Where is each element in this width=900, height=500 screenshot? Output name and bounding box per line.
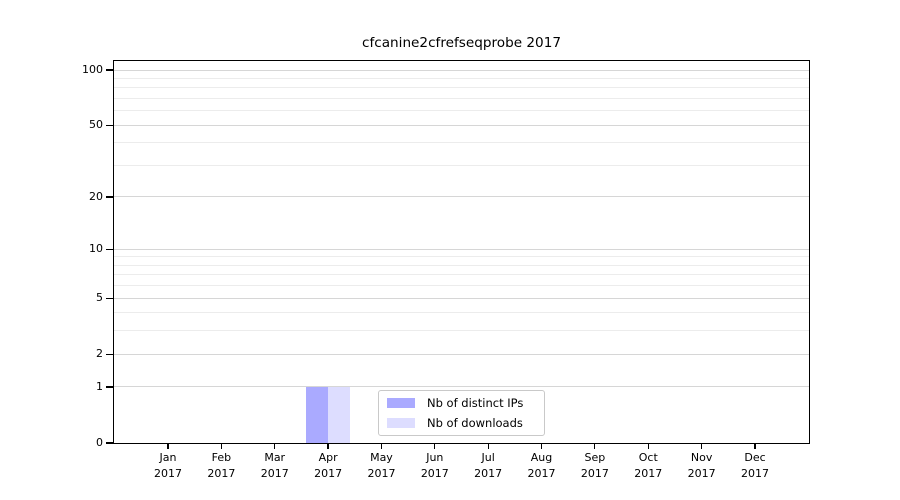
y-tick-label: 0 xyxy=(96,436,103,449)
minor-gridline xyxy=(114,77,809,79)
x-tick-year: 2017 xyxy=(314,466,343,480)
x-tick-year: 2017 xyxy=(207,466,236,480)
x-tick-mark xyxy=(594,443,596,449)
minor-gridline xyxy=(114,110,809,112)
x-tick-label: Aug 2017 xyxy=(512,450,572,481)
y-tick-mark xyxy=(106,297,113,299)
major-gridline xyxy=(114,353,809,355)
y-tick-label: 50 xyxy=(89,118,103,132)
x-tick-month: Jun xyxy=(426,451,444,464)
x-tick-label: Jul 2017 xyxy=(458,450,518,481)
y-tick-mark xyxy=(106,353,113,355)
x-tick-year: 2017 xyxy=(367,466,396,480)
chart-title: cfcanine2cfrefseqprobe 2017 xyxy=(361,35,561,51)
legend-item-downloads: Nb of downloads xyxy=(387,415,536,432)
x-tick-mark xyxy=(487,443,489,449)
x-tick-year: 2017 xyxy=(687,466,716,480)
x-tick-label: Apr 2017 xyxy=(298,450,358,481)
major-gridline xyxy=(114,248,809,250)
major-gridline xyxy=(114,196,809,198)
x-tick-mark xyxy=(540,443,543,449)
minor-gridline xyxy=(114,264,809,266)
y-tick-mark xyxy=(106,386,113,388)
x-tick-mark xyxy=(167,443,169,449)
legend-item-distinct-ips: Nb of distinct IPs xyxy=(387,395,536,412)
minor-gridline xyxy=(114,274,809,276)
x-tick-month: Sep xyxy=(584,451,606,464)
y-tick-label: 5 xyxy=(96,291,103,305)
x-tick-year: 2017 xyxy=(474,466,503,480)
y-tick-label: 100 xyxy=(82,63,103,77)
plot-area: Nb of distinct IPs Nb of downloads xyxy=(113,60,810,444)
y-tick-label: 1 xyxy=(96,379,103,393)
x-tick-month: Oct xyxy=(638,451,658,464)
legend-label-downloads: Nb of downloads xyxy=(427,415,523,430)
y-tick-mark xyxy=(106,442,113,444)
legend: Nb of distinct IPs Nb of downloads xyxy=(378,390,545,436)
x-tick-mark xyxy=(754,443,756,449)
x-tick-month: Nov xyxy=(690,451,713,464)
y-tick-mark xyxy=(106,196,113,198)
x-tick-year: 2017 xyxy=(634,466,663,480)
minor-gridline xyxy=(114,285,809,287)
x-tick-month: Apr xyxy=(318,451,338,464)
x-tick-label: Sep 2017 xyxy=(565,450,625,481)
y-tick-label: 10 xyxy=(89,242,103,256)
y-tick-label: 2 xyxy=(96,347,103,361)
x-tick-mark xyxy=(701,443,703,449)
x-tick-label: Jun 2017 xyxy=(405,450,465,481)
x-tick-year: 2017 xyxy=(154,466,182,480)
x-tick-mark xyxy=(327,443,329,449)
minor-gridline xyxy=(114,256,809,258)
major-gridline xyxy=(114,297,809,299)
x-tick-year: 2017 xyxy=(527,466,556,480)
x-tick-label: Jan 2017 xyxy=(138,450,198,481)
x-tick-year: 2017 xyxy=(580,466,609,480)
x-tick-mark xyxy=(380,443,383,449)
x-tick-label: Nov 2017 xyxy=(672,450,732,481)
x-tick-label: Oct 2017 xyxy=(618,450,678,481)
x-tick-label: Dec 2017 xyxy=(725,450,785,481)
x-tick-month: Jul xyxy=(481,451,495,464)
x-tick-label: May 2017 xyxy=(351,450,411,481)
x-tick-label: Mar 2017 xyxy=(245,450,305,481)
major-gridline xyxy=(114,69,809,71)
major-gridline xyxy=(114,124,809,126)
x-tick-mark xyxy=(434,443,436,449)
x-tick-month: Aug xyxy=(530,451,553,464)
x-tick-month: Jan xyxy=(159,451,177,464)
minor-gridline xyxy=(114,87,809,89)
x-tick-mark xyxy=(274,443,276,449)
x-tick-mark xyxy=(647,443,649,449)
legend-label-distinct-ips: Nb of distinct IPs xyxy=(427,396,524,411)
y-tick-label: 20 xyxy=(89,189,103,203)
y-tick-mark xyxy=(106,248,113,250)
bar-nb-of-distinct-ips-apr xyxy=(306,386,329,443)
minor-gridline xyxy=(114,142,809,144)
minor-gridline xyxy=(114,165,809,166)
x-tick-month: Dec xyxy=(744,451,766,464)
bar-nb-of-downloads-apr xyxy=(328,386,350,443)
x-tick-month: Feb xyxy=(211,451,232,464)
y-tick-mark xyxy=(106,69,113,71)
minor-gridline xyxy=(114,330,809,332)
y-tick-mark xyxy=(106,124,113,126)
x-tick-month: May xyxy=(370,451,393,464)
x-tick-label: Feb 2017 xyxy=(191,450,251,481)
minor-gridline xyxy=(114,98,809,100)
legend-swatch-distinct-ips xyxy=(387,398,415,409)
x-tick-year: 2017 xyxy=(420,466,449,480)
major-gridline xyxy=(114,386,809,388)
x-tick-mark xyxy=(220,443,222,449)
minor-gridline xyxy=(114,312,809,314)
legend-swatch-downloads xyxy=(387,417,415,428)
x-tick-year: 2017 xyxy=(741,466,769,480)
x-tick-year: 2017 xyxy=(260,466,289,480)
x-tick-month: Mar xyxy=(264,451,286,464)
